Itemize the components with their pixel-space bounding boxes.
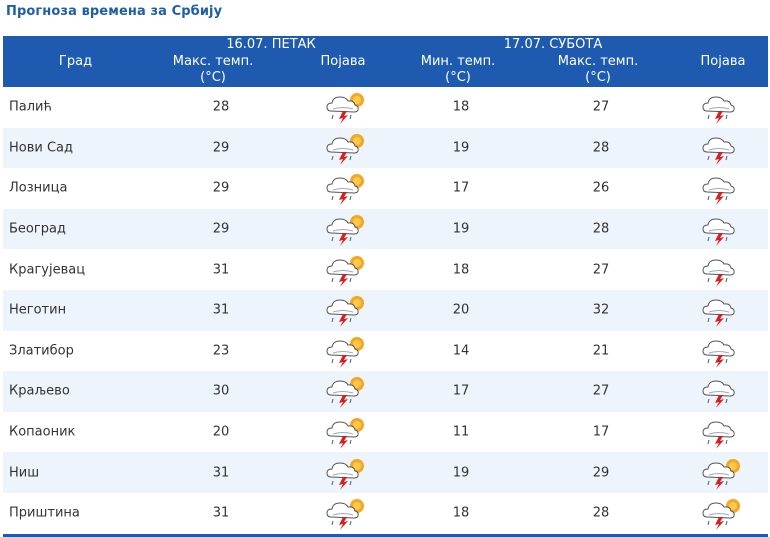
city-name: Београд	[9, 221, 66, 237]
thunderstorm-icon	[697, 211, 753, 247]
city-name: Златибор	[9, 343, 74, 359]
min-temp-day2: 17	[452, 180, 470, 196]
table-row: Крагујевац 31 18 27	[3, 249, 768, 290]
table-header: 16.07. ПЕТАК 17.07. СУБОТА Град Макс. те…	[3, 36, 768, 87]
city-name: Крагујевац	[9, 262, 86, 278]
thunderstorm-sun-icon	[321, 495, 377, 531]
max-temp-day2: 28	[592, 140, 610, 156]
thunderstorm-sun-icon	[321, 455, 377, 491]
thunderstorm-icon	[697, 414, 753, 450]
city-name: Ниш	[9, 465, 40, 481]
thunderstorm-sun-icon	[321, 89, 377, 125]
header-condition-day2: Појава	[700, 54, 746, 69]
thunderstorm-sun-icon	[697, 495, 753, 531]
max-temp-day2: 17	[592, 424, 610, 440]
thunderstorm-icon	[697, 89, 753, 125]
table-row: Златибор 23 14 21	[3, 331, 768, 372]
city-name: Копаоник	[9, 424, 76, 440]
max-temp-day1: 31	[212, 302, 230, 318]
min-temp-day2: 20	[452, 302, 470, 318]
city-name: Нови Сад	[9, 140, 74, 156]
city-name: Палић	[9, 99, 52, 115]
max-temp-day1: 28	[212, 99, 230, 115]
forecast-table: 16.07. ПЕТАК 17.07. СУБОТА Град Макс. те…	[3, 36, 768, 537]
page-title: Прогноза времена за Србију	[6, 4, 223, 19]
max-temp-day1: 29	[212, 180, 230, 196]
thunderstorm-icon	[697, 130, 753, 166]
table-row: Лозница 29 17 26	[3, 168, 768, 209]
max-temp-day1: 31	[212, 465, 230, 481]
table-row: Нови Сад 29 19 28	[3, 127, 768, 169]
table-row: Ниш 31 19 29	[3, 452, 768, 493]
table-row: Београд 29 19 28	[3, 208, 768, 250]
table-row: Приштина 31 18 28	[3, 493, 768, 534]
min-temp-day2: 19	[452, 140, 470, 156]
max-temp-day2: 26	[592, 180, 610, 196]
day1-date: 16.07. ПЕТАК	[226, 37, 316, 52]
max-temp-day2: 27	[592, 262, 610, 278]
thunderstorm-icon	[697, 373, 753, 409]
table-row: Палић 28 18 27	[3, 87, 768, 128]
thunderstorm-sun-icon	[321, 373, 377, 409]
min-temp-day2: 18	[452, 262, 470, 278]
header-condition-day1: Појава	[320, 54, 366, 69]
max-temp-day1: 30	[212, 383, 230, 399]
max-temp-day1: 20	[212, 424, 230, 440]
thunderstorm-icon	[697, 252, 753, 288]
thunderstorm-sun-icon	[321, 414, 377, 450]
thunderstorm-icon	[697, 333, 753, 369]
table-body: Палић 28 18 27 Нови Сад 29 19 28 Лозница 29 17 26 Бе…	[3, 87, 768, 534]
min-temp-day2: 19	[452, 465, 470, 481]
min-temp-day2: 14	[452, 343, 470, 359]
city-name: Приштина	[9, 505, 80, 521]
max-temp-day2: 32	[592, 302, 610, 318]
max-temp-day2: 21	[592, 343, 610, 359]
max-temp-day1: 29	[212, 140, 230, 156]
table-footer-bar	[3, 533, 768, 537]
header-max-temp-day1: Макс. темп. (°C)	[172, 54, 254, 85]
city-name: Неготин	[9, 302, 67, 318]
min-temp-day2: 17	[452, 383, 470, 399]
max-temp-day1: 31	[212, 505, 230, 521]
thunderstorm-sun-icon	[321, 333, 377, 369]
thunderstorm-sun-icon	[321, 292, 377, 328]
day2-date: 17.07. СУБОТА	[503, 37, 603, 52]
thunderstorm-icon	[697, 170, 753, 206]
header-min-temp-day2: Мин. темп. (°C)	[420, 54, 496, 85]
thunderstorm-icon	[697, 292, 753, 328]
max-temp-day2: 27	[592, 99, 610, 115]
header-city: Град	[58, 54, 93, 69]
max-temp-day2: 28	[592, 221, 610, 237]
thunderstorm-sun-icon	[697, 455, 753, 491]
max-temp-day2: 27	[592, 383, 610, 399]
city-name: Лозница	[9, 180, 68, 196]
max-temp-day2: 29	[592, 465, 610, 481]
min-temp-day2: 19	[452, 221, 470, 237]
table-row: Неготин 31 20 32	[3, 289, 768, 331]
city-name: Краљево	[9, 383, 70, 399]
table-row: Копаоник 20 11 17	[3, 412, 768, 453]
max-temp-day1: 31	[212, 262, 230, 278]
min-temp-day2: 18	[452, 99, 470, 115]
table-row: Краљево 30 17 27	[3, 371, 768, 412]
thunderstorm-sun-icon	[321, 252, 377, 288]
max-temp-day1: 29	[212, 221, 230, 237]
thunderstorm-sun-icon	[321, 211, 377, 247]
header-max-temp-day2: Макс. темп. (°C)	[557, 54, 639, 85]
thunderstorm-sun-icon	[321, 170, 377, 206]
min-temp-day2: 18	[452, 505, 470, 521]
min-temp-day2: 11	[452, 424, 470, 440]
thunderstorm-sun-icon	[321, 130, 377, 166]
max-temp-day1: 23	[212, 343, 230, 359]
max-temp-day2: 28	[592, 505, 610, 521]
